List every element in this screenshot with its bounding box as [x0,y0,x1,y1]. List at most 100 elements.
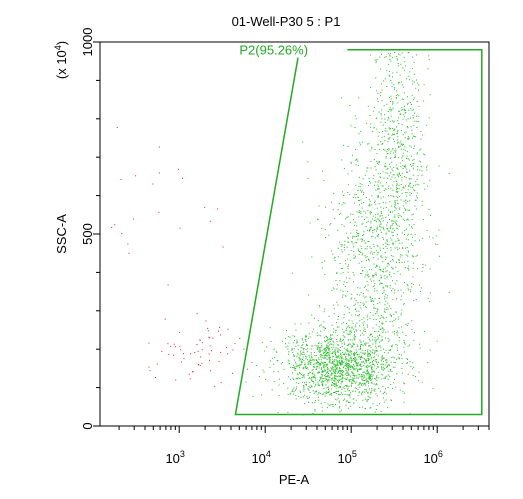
data-point-0-2437 [375,214,377,216]
data-point-0-2010 [344,244,346,246]
data-point-0-2903 [398,213,400,215]
data-point-0-2755 [375,181,377,183]
data-point-1-38 [208,336,210,338]
data-point-0-122 [324,352,326,354]
data-point-0-1916 [355,308,357,310]
data-point-0-2237 [362,235,364,236]
data-point-0-1355 [332,331,334,333]
data-point-0-2250 [403,187,405,189]
data-point-0-2842 [401,144,403,146]
data-point-1-49 [175,379,177,381]
data-point-0-698 [322,393,324,395]
data-point-0-2055 [385,309,387,311]
data-point-0-1032 [327,369,329,371]
data-point-0-926 [328,389,329,391]
data-point-0-978 [324,308,326,310]
data-point-1-76 [182,177,183,179]
data-point-0-2187 [362,302,364,304]
data-point-0-2828 [409,182,411,184]
data-point-0-142 [361,406,363,408]
data-point-0-2453 [353,402,355,404]
data-point-0-1574 [398,358,400,360]
data-point-0-585 [301,362,303,364]
data-point-0-1436 [308,372,310,374]
data-point-0-113 [351,379,353,381]
data-point-0-2663 [390,80,392,81]
data-point-0-732 [303,353,305,355]
data-point-0-2434 [376,254,378,256]
data-point-0-2197 [423,330,425,332]
data-point-0-2124 [346,246,348,248]
data-point-0-2793 [374,184,376,186]
data-point-0-66 [337,356,339,358]
data-point-0-2261 [318,305,320,307]
data-point-0-1855 [412,236,413,238]
data-point-0-2545 [407,52,409,54]
data-point-0-2258 [378,163,380,165]
data-point-0-1951 [435,235,437,237]
data-point-0-2270 [370,204,372,206]
data-point-0-488 [286,330,287,332]
data-point-0-2154 [352,322,354,324]
data-point-0-2576 [403,165,405,167]
data-point-1-15 [198,364,200,366]
data-point-0-2122 [378,345,380,347]
data-point-0-1779 [382,332,384,333]
data-point-0-1707 [363,317,365,319]
data-point-0-2163 [358,251,360,253]
data-point-0-2425 [340,409,342,411]
data-point-0-2269 [342,291,344,292]
data-point-0-2511 [392,101,394,103]
data-point-1-65 [178,168,179,170]
data-point-0-475 [299,372,301,374]
data-point-0-1349 [366,369,368,371]
data-point-0-1807 [358,233,360,234]
data-point-0-778 [351,339,353,341]
data-point-0-1964 [397,196,399,198]
data-point-0-879 [373,378,375,379]
data-point-0-347 [348,344,349,346]
data-point-0-1654 [377,197,379,198]
data-point-0-2018 [357,302,359,304]
data-point-0-527 [364,379,366,381]
data-point-0-2620 [389,59,391,60]
data-point-0-660 [334,377,335,379]
data-point-0-549 [315,359,317,361]
gate-p2-polygon[interactable] [234,48,483,416]
data-point-0-1024 [370,354,371,355]
data-point-0-697 [296,355,298,357]
data-point-0-936 [346,371,348,372]
data-point-0-1042 [319,376,321,378]
data-point-0-1902 [370,333,372,335]
data-point-0-2709 [391,82,393,84]
data-point-0-1718 [391,345,392,347]
data-point-0-1645 [375,345,377,347]
data-point-0-1495 [331,343,333,345]
data-point-0-530 [365,388,367,390]
data-point-0-2319 [346,323,347,325]
data-point-0-796 [357,346,359,347]
data-point-0-1559 [369,246,371,248]
data-point-0-210 [341,378,343,380]
data-point-1-72 [158,146,160,148]
data-point-0-1632 [357,248,359,250]
data-point-0-708 [331,338,332,340]
data-point-0-550 [331,404,333,405]
data-point-0-456 [351,372,353,374]
data-point-0-1039 [295,381,297,383]
data-point-0-1478 [323,366,325,368]
data-point-0-1073 [350,353,352,355]
data-point-0-2565 [371,195,373,197]
data-point-1-40 [199,365,201,366]
data-point-0-1541 [412,267,414,269]
data-point-0-1271 [318,392,320,394]
data-point-0-1317 [289,336,291,338]
data-point-0-2297 [355,193,357,195]
data-point-0-386 [319,378,321,380]
data-point-0-2822 [377,195,379,196]
data-point-0-845 [310,378,312,380]
data-point-0-2531 [404,176,405,178]
data-point-1-0 [155,377,156,378]
data-point-0-1786 [373,274,375,276]
data-point-1-67 [120,179,122,180]
